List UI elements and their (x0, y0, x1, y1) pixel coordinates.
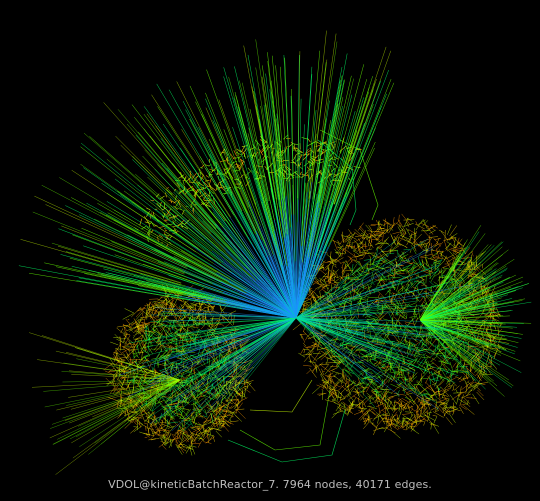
graph-edges-inner (18, 50, 474, 431)
graph-caption: VDOL@kineticBatchReactor_7. 7964 nodes, … (108, 478, 432, 491)
